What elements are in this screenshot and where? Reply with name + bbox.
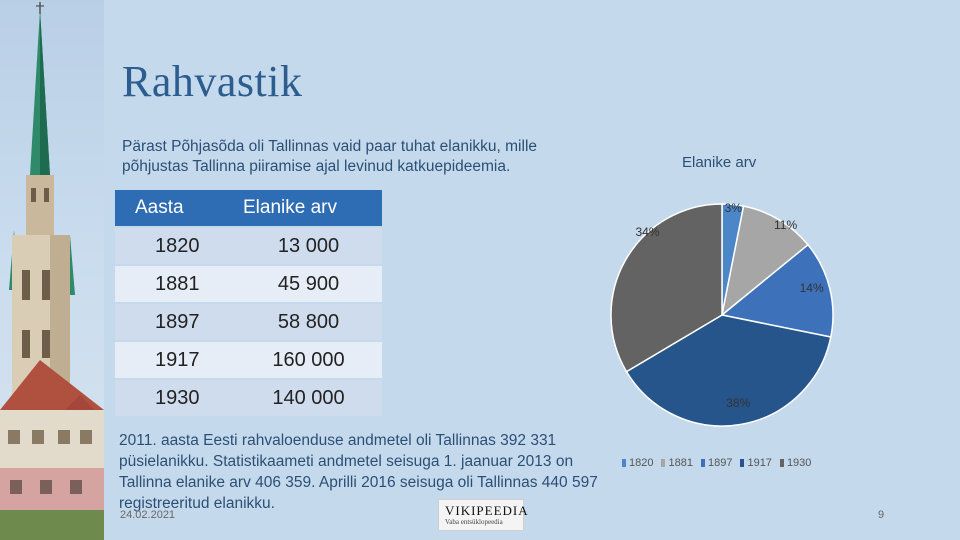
legend-swatch	[740, 459, 745, 467]
chart-legend: 1820 1881 1897 1917 1930	[622, 457, 811, 469]
logo-subtitle: Vaba entsüklopeedia	[445, 518, 503, 526]
table-cell-year: 1917	[155, 348, 200, 371]
population-table: Aasta Elanike arv 1820 13 000 1881 45 90…	[115, 190, 382, 416]
table-cell-population: 140 000	[272, 386, 345, 409]
legend-swatch	[622, 459, 626, 467]
pie-slice-1917	[625, 314, 832, 427]
table-cell-population: 13 000	[277, 234, 340, 257]
page-number: 9	[878, 509, 885, 521]
slide-date: 24.02.2021	[120, 509, 176, 521]
vikipeedia-logo[interactable]: VIKIPEEDIA Vaba entsüklopeedia	[438, 499, 528, 531]
legend-item-1897: 1897	[700, 457, 733, 469]
pie-slice-1881	[720, 205, 810, 317]
legend-label: 1917	[747, 457, 772, 469]
pie-label-1820: 3%	[724, 200, 742, 215]
table-cell-year: 1930	[155, 386, 200, 409]
population-2011-2016-text: 2011. aasta Eesti rahvaloenduse andmetel…	[119, 432, 598, 512]
chart-title: Elanike arv	[682, 154, 757, 171]
slide-title: Rahvastik	[122, 57, 303, 106]
table-row: 1820 13 000	[115, 228, 382, 264]
table-cell-population: 160 000	[272, 348, 345, 371]
table-cell-population: 45 900	[277, 272, 340, 295]
logo-title: VIKIPEEDIA	[445, 503, 529, 518]
pie-slice-1897	[720, 243, 834, 338]
legend-label: 1820	[629, 457, 654, 469]
legend-swatch	[700, 459, 705, 467]
legend-item-1930: 1930	[779, 457, 812, 469]
legend-label: 1930	[786, 457, 812, 469]
population-pie-chart	[610, 203, 834, 427]
table-row: 1930 140 000	[115, 380, 382, 416]
table-cell-population: 58 800	[277, 310, 340, 333]
legend-item-1881: 1881	[661, 457, 693, 469]
table-cell-year: 1820	[155, 234, 200, 257]
table-cell-year: 1897	[155, 310, 200, 333]
table-header-year: Aasta	[135, 197, 184, 218]
pie-slice-1930	[610, 203, 723, 373]
church-tower-photo	[0, 0, 104, 540]
table-row: 1917 160 000	[115, 342, 382, 378]
legend-item-1917: 1917	[740, 457, 772, 469]
intro-text: Pärast Põhjasõda oli Tallinnas vaid paar…	[122, 138, 538, 175]
pie-label-1897: 14%	[799, 280, 824, 295]
pie-label-1930: 34%	[635, 225, 660, 240]
table-header-row: Aasta Elanike arv	[115, 190, 382, 226]
table-header-population: Elanike arv	[243, 197, 337, 218]
legend-label: 1881	[668, 457, 693, 469]
legend-swatch	[661, 459, 666, 467]
legend-item-1820: 1820	[622, 457, 653, 469]
table-row: 1897 58 800	[115, 304, 382, 340]
pie-label-1917: 38%	[726, 396, 751, 411]
legend-label: 1897	[707, 457, 733, 469]
table-row: 1881 45 900	[115, 266, 382, 302]
legend-swatch	[779, 459, 784, 467]
table-cell-year: 1881	[155, 272, 200, 295]
pie-label-1881: 11%	[773, 217, 798, 232]
